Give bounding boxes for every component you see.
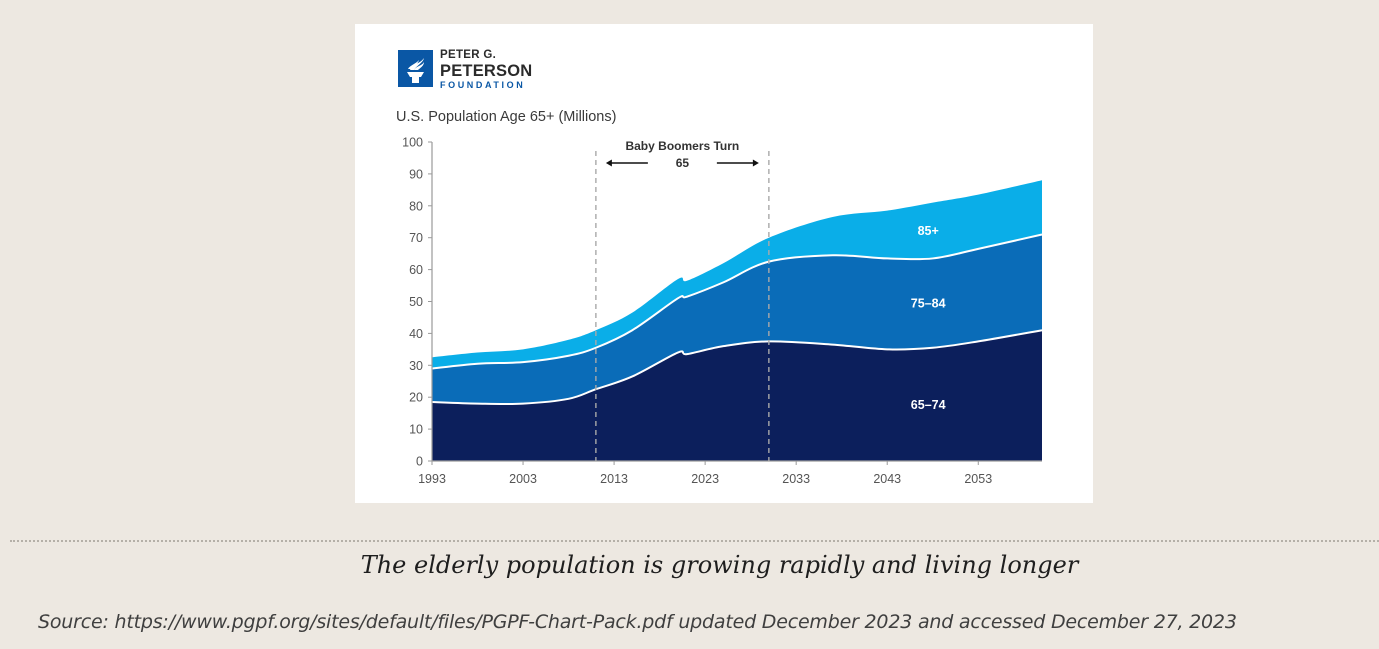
chart-caption: The elderly population is growing rapidl… bbox=[360, 551, 1079, 579]
annotation-text-line2: 65 bbox=[676, 156, 690, 170]
x-tick-label: 2033 bbox=[782, 472, 810, 486]
x-tick-label: 1993 bbox=[418, 472, 446, 486]
right-arrowhead-icon bbox=[752, 159, 759, 167]
y-tick-label: 50 bbox=[409, 295, 423, 309]
series-label: 85+ bbox=[918, 224, 939, 238]
chart-title: U.S. Population Age 65+ (Millions) bbox=[396, 109, 617, 125]
series-boundary-line bbox=[431, 233, 1043, 370]
x-tick-label: 2003 bbox=[509, 472, 537, 486]
y-tick-label: 60 bbox=[409, 263, 423, 277]
series-label: 75–84 bbox=[911, 297, 946, 311]
x-tick-label: 2053 bbox=[964, 472, 992, 486]
logo-line-3: FOUNDATION bbox=[440, 80, 526, 90]
y-tick-label: 0 bbox=[416, 455, 423, 469]
y-tick-label: 20 bbox=[409, 391, 423, 405]
y-tick-label: 30 bbox=[409, 359, 423, 373]
chart-card: PETER G. PETERSON FOUNDATION U.S. Popula… bbox=[355, 24, 1093, 503]
x-tick-label: 2023 bbox=[691, 472, 719, 486]
source-citation: Source: https://www.pgpf.org/sites/defau… bbox=[38, 611, 1237, 633]
x-tick-label: 2043 bbox=[873, 472, 901, 486]
left-arrowhead-icon bbox=[605, 159, 612, 167]
series-boundary-line bbox=[431, 329, 1043, 406]
area-7584 bbox=[432, 234, 1042, 405]
annotation-text-line1: Baby Boomers Turn bbox=[625, 139, 739, 153]
series-label: 65–74 bbox=[911, 398, 946, 412]
y-tick-label: 80 bbox=[409, 199, 423, 213]
area-chart: 0 10 20 30 40 50 60 70 80 90 100 1993 2003 2013 2023 20… bbox=[402, 136, 1043, 486]
y-tick-label: 100 bbox=[402, 136, 423, 150]
area-6574 bbox=[432, 330, 1042, 461]
y-tick-label: 10 bbox=[409, 423, 423, 437]
y-tick-label: 90 bbox=[409, 167, 423, 181]
pgpf-logo: PETER G. PETERSON FOUNDATION bbox=[398, 49, 533, 90]
y-tick-label: 40 bbox=[409, 327, 423, 341]
logo-line-2: PETERSON bbox=[440, 61, 533, 80]
logo-line-1: PETER G. bbox=[440, 49, 497, 61]
torch-icon bbox=[398, 50, 433, 87]
y-tick-label: 70 bbox=[409, 231, 423, 245]
x-tick-label: 2013 bbox=[600, 472, 628, 486]
dotted-divider bbox=[10, 540, 1379, 542]
